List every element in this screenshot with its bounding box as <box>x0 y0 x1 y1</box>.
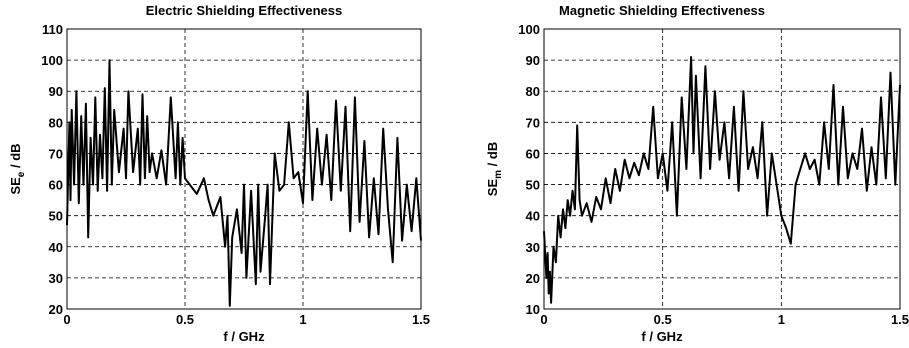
x-tick-label: 1 <box>299 312 306 327</box>
y-tick-label: 80 <box>526 84 540 99</box>
y-axis-label-subscript: m <box>493 170 504 179</box>
y-tick-label: 20 <box>526 271 540 286</box>
x-tick-label: 1.5 <box>412 312 430 327</box>
grid-and-ticks: 0 0.5 1 1.5 20 30 40 50 60 70 80 90 100 110 <box>41 22 430 327</box>
chart-magnetic: Magnetic Shielding Effectiveness 0 0.5 1 1.… <box>485 3 909 344</box>
y-tick-label: 40 <box>49 240 63 255</box>
chart-title: Magnetic Shielding Effectiveness <box>559 3 765 18</box>
chart-title: Electric Shielding Effectiveness <box>146 3 343 18</box>
y-tick-label: 100 <box>41 53 63 68</box>
y-axis-label-main: SE <box>8 177 23 195</box>
x-axis-label: f / GHz <box>641 329 683 344</box>
y-tick-label: 40 <box>526 209 540 224</box>
y-tick-label: 60 <box>526 146 540 161</box>
grid-and-ticks: 0 0.5 1 1.5 10 20 30 40 50 60 70 80 90 100 <box>518 22 909 327</box>
y-tick-label: 80 <box>49 115 63 130</box>
y-tick-label: 30 <box>526 240 540 255</box>
y-tick-label: 30 <box>49 271 63 286</box>
y-axis-label: SEe / dB <box>8 143 27 194</box>
y-tick-label: 110 <box>42 22 63 37</box>
y-tick-label: 50 <box>49 209 63 224</box>
x-tick-label: 0.5 <box>654 312 672 327</box>
y-tick-label: 10 <box>526 302 540 317</box>
x-tick-label: 1 <box>778 312 785 327</box>
y-tick-label: 60 <box>49 178 63 193</box>
y-tick-label: 50 <box>526 178 540 193</box>
y-tick-label: 90 <box>526 53 540 68</box>
y-tick-label: 90 <box>49 84 63 99</box>
x-tick-label: 0 <box>63 312 70 327</box>
chart-electric: Electric Shielding Effectiveness 0 0.5 1 1.… <box>8 3 430 344</box>
y-tick-label: 70 <box>49 146 63 161</box>
x-tick-label: 0.5 <box>176 312 194 327</box>
x-axis-label: f / GHz <box>223 329 265 344</box>
x-tick-label: 1.5 <box>891 312 909 327</box>
y-axis-label-main: SE <box>485 179 500 197</box>
y-tick-label: 70 <box>526 115 540 130</box>
y-tick-label: 100 <box>518 22 540 37</box>
data-line <box>67 60 421 306</box>
y-axis-label-unit: / dB <box>8 143 23 171</box>
y-axis-label-unit: / dB <box>485 142 500 170</box>
x-tick-label: 0 <box>540 312 547 327</box>
data-line <box>544 57 900 303</box>
y-tick-label: 20 <box>49 302 63 317</box>
y-axis-label: SEm / dB <box>485 142 504 196</box>
